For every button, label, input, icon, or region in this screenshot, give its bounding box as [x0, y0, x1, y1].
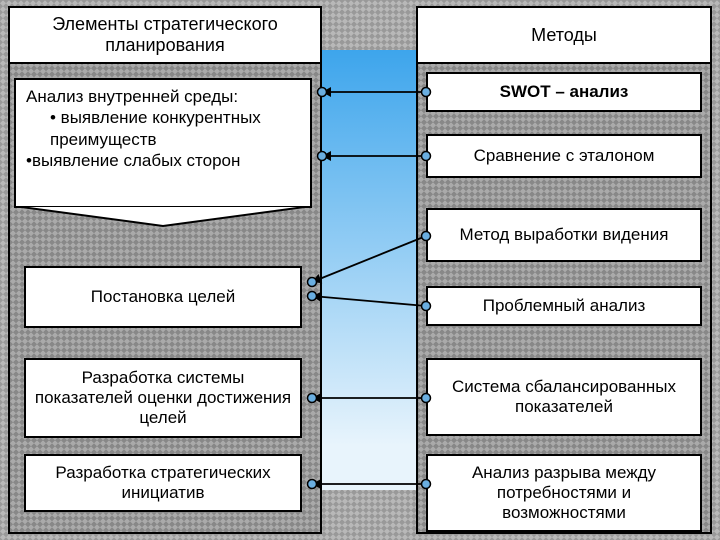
right-box1-label: SWOT – анализ	[500, 82, 629, 102]
right-box4-label: Проблемный анализ	[483, 296, 646, 316]
left-box3-label: Разработка системы показателей оценки до…	[32, 368, 294, 428]
left-box2-label: Постановка целей	[91, 287, 235, 307]
left-box-goals: Постановка целей	[24, 266, 302, 328]
left-header: Элементы стратегического планирования	[10, 8, 320, 64]
right-box-benchmark: Сравнение с эталоном	[426, 134, 702, 178]
right-box-gap: Анализ разрыва между потребностями и воз…	[426, 454, 702, 532]
right-box-swot: SWOT – анализ	[426, 72, 702, 112]
right-box2-label: Сравнение с эталоном	[474, 146, 655, 166]
right-box-problem: Проблемный анализ	[426, 286, 702, 326]
right-box5-label: Система сбалансированных показателей	[434, 377, 694, 417]
right-box-balanced: Система сбалансированных показателей	[426, 358, 702, 436]
left-box1-bullet1: • выявление конкурентных преимуществ	[26, 107, 300, 150]
right-box6-label: Анализ разрыва между потребностями и воз…	[434, 463, 694, 523]
right-box-vision: Метод выработки видения	[426, 208, 702, 262]
left-box-initiatives: Разработка стратегических инициатив	[24, 454, 302, 512]
right-header: Методы	[418, 8, 710, 64]
left-box-analysis: Анализ внутренней среды: • выявление кон…	[14, 78, 312, 208]
right-box3-label: Метод выработки видения	[460, 225, 669, 245]
left-box1-title: Анализ внутренней среды:	[26, 86, 300, 107]
left-box1-bullet2: •выявление слабых сторон	[26, 150, 300, 171]
left-box-indicators: Разработка системы показателей оценки до…	[24, 358, 302, 438]
left-box1-chevron-icon	[14, 206, 312, 228]
left-box4-label: Разработка стратегических инициатив	[32, 463, 294, 503]
